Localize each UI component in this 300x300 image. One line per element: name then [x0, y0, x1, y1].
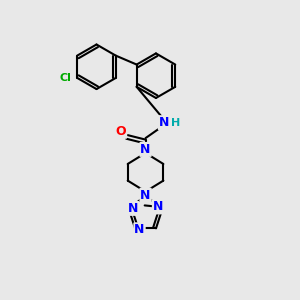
Text: Cl: Cl	[59, 73, 71, 83]
Text: N: N	[140, 143, 151, 156]
Text: N: N	[128, 202, 138, 215]
Text: N: N	[134, 223, 145, 236]
Text: N: N	[140, 189, 151, 202]
Text: O: O	[116, 125, 126, 138]
Text: N: N	[153, 200, 163, 213]
Text: N: N	[159, 116, 169, 129]
Text: H: H	[171, 118, 181, 128]
